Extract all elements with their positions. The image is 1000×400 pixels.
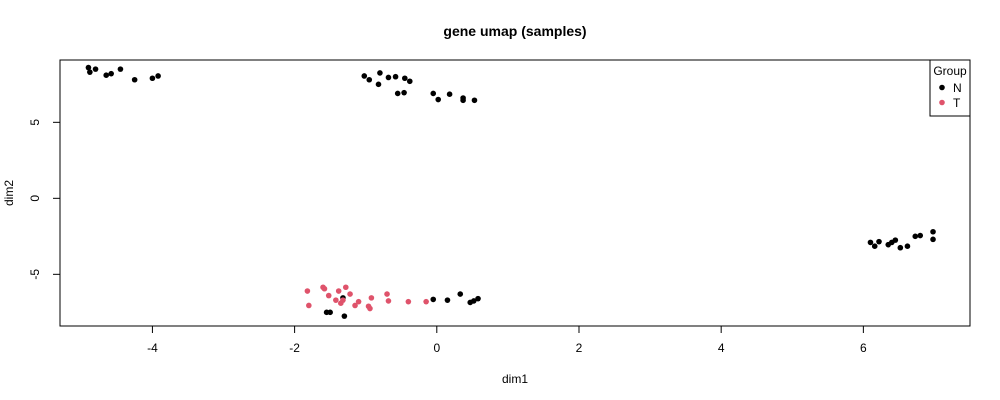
data-points: [85, 64, 936, 319]
data-point-n: [385, 74, 392, 81]
data-point-n: [103, 72, 110, 78]
data-point-n: [92, 66, 99, 72]
data-point-t: [333, 297, 339, 303]
data-point-t: [367, 305, 373, 312]
series-t: [304, 284, 429, 312]
data-point-n: [475, 295, 481, 302]
data-point-n: [377, 70, 383, 76]
data-point-n: [897, 244, 904, 251]
data-point-t: [340, 297, 346, 303]
y-axis-label: dim2: [2, 180, 16, 206]
data-point-n: [85, 64, 92, 71]
legend-title: Group: [933, 64, 967, 78]
data-point-n: [444, 297, 451, 303]
data-point-n: [155, 73, 161, 79]
data-point-t: [368, 295, 375, 301]
data-point-n: [392, 73, 399, 80]
data-point-n: [341, 313, 348, 319]
x-tick-label: 6: [860, 341, 867, 355]
chart-title: gene umap (samples): [443, 23, 586, 39]
data-point-t: [306, 302, 312, 309]
data-point-n: [401, 89, 407, 96]
data-point-n: [375, 81, 382, 88]
data-point-n: [366, 76, 373, 83]
data-point-t: [385, 298, 392, 304]
x-tick-label: 4: [718, 341, 725, 355]
data-point-n: [892, 237, 899, 243]
data-point-n: [430, 296, 437, 303]
data-point-n: [867, 239, 874, 246]
data-point-n: [457, 291, 464, 297]
data-point-n: [930, 236, 936, 243]
data-point-t: [304, 288, 311, 294]
series-n: [85, 64, 936, 319]
data-point-n: [430, 90, 437, 97]
plot-frame: [59, 59, 971, 327]
x-axis: -4 -2 0 2 4 6: [147, 325, 867, 355]
x-tick-label: 0: [433, 341, 440, 355]
data-point-n: [394, 90, 401, 97]
data-point-t: [335, 288, 342, 294]
data-point-n: [876, 238, 882, 245]
legend-label-n: N: [953, 81, 962, 95]
data-point-t: [347, 291, 353, 297]
data-point-n: [917, 232, 924, 239]
data-point-n: [131, 76, 138, 83]
y-tick-label: 0: [28, 195, 42, 202]
x-tick-label: -2: [289, 341, 300, 355]
data-point-n: [361, 73, 368, 79]
data-point-t: [423, 298, 429, 305]
data-point-t: [355, 298, 362, 305]
data-point-t: [325, 292, 332, 299]
data-point-n: [446, 91, 453, 97]
legend: Group N T: [929, 59, 971, 117]
legend-box: [929, 59, 971, 117]
data-point-t: [384, 291, 390, 297]
data-point-t: [405, 298, 412, 305]
data-point-t: [352, 302, 358, 309]
x-tick-label: -4: [147, 341, 158, 355]
data-point-n: [871, 243, 878, 249]
x-axis-label: dim1: [502, 372, 528, 386]
data-point-n: [327, 309, 333, 316]
data-point-n: [904, 243, 911, 249]
data-point-n: [470, 298, 477, 304]
data-point-n: [117, 66, 124, 72]
data-point-n: [471, 97, 478, 104]
data-point-t: [342, 284, 349, 291]
legend-marker-t: [939, 99, 945, 106]
y-axis: -5 0 5: [28, 119, 61, 280]
data-point-n: [912, 233, 919, 240]
x-tick-label: 2: [576, 341, 583, 355]
data-point-t: [321, 285, 328, 292]
data-point-n: [460, 97, 466, 104]
data-point-n: [87, 69, 93, 75]
data-point-n: [149, 75, 156, 82]
data-point-n: [108, 70, 114, 77]
y-tick-label: 5: [28, 119, 42, 126]
data-point-n: [435, 96, 442, 103]
data-point-n: [930, 228, 936, 235]
data-point-n: [402, 75, 408, 82]
legend-marker-n: [939, 84, 945, 91]
legend-label-t: T: [953, 96, 961, 110]
data-point-n: [406, 78, 413, 85]
y-tick-label: -5: [28, 269, 42, 280]
